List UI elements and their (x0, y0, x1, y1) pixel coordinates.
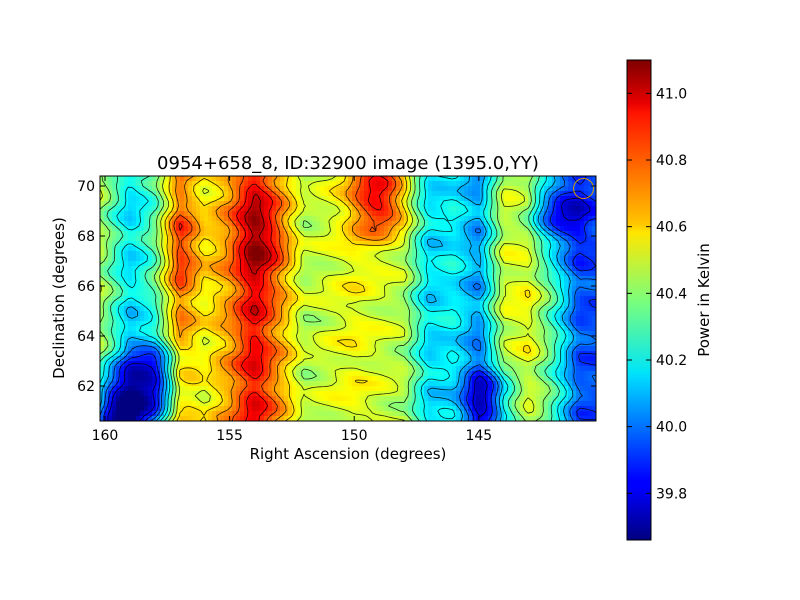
x-tick-label: 150 (341, 428, 368, 444)
y-axis-ticks: 62 64 66 68 70 (77, 179, 596, 395)
y-tick-label: 70 (77, 179, 95, 195)
colorbar-tick-label: 40.0 (656, 420, 687, 436)
colorbar: 39.8 40.0 40.2 40.4 40.6 40.8 41.0 Power in Ke… (626, 59, 713, 541)
y-axis-label: Declination (degrees) (50, 217, 68, 379)
x-axis-ticks: 160 155 150 145 (92, 176, 492, 444)
beam-marker (573, 178, 595, 199)
colorbar-label: Power in Kelvin (695, 243, 713, 357)
plot-frame (99, 175, 597, 422)
chart-title: 0954+658_8, ID:32900 image (1395.0,YY) (157, 153, 539, 174)
y-tick-label: 64 (77, 329, 95, 345)
x-tick-label: 145 (465, 428, 492, 444)
colorbar-gradient (626, 59, 652, 541)
y-tick-label: 68 (77, 229, 95, 245)
colorbar-tick-label: 41.0 (656, 86, 687, 102)
x-tick-label: 160 (92, 428, 119, 444)
colorbar-tick-label: 40.2 (656, 353, 687, 369)
colorbar-tick-label: 40.6 (656, 220, 687, 236)
colorbar-tick-label: 39.8 (656, 486, 687, 502)
heatmap-area (99, 175, 597, 422)
colorbar-ticks: 39.8 40.0 40.2 40.4 40.6 40.8 41.0 (627, 86, 687, 502)
y-tick-label: 66 (77, 279, 95, 295)
colorbar-tick-label: 40.4 (656, 286, 687, 302)
x-axis-label: Right Ascension (degrees) (250, 445, 447, 463)
x-tick-label: 155 (216, 428, 243, 444)
y-tick-label: 62 (77, 379, 95, 395)
colorbar-tick-label: 40.8 (656, 153, 687, 169)
